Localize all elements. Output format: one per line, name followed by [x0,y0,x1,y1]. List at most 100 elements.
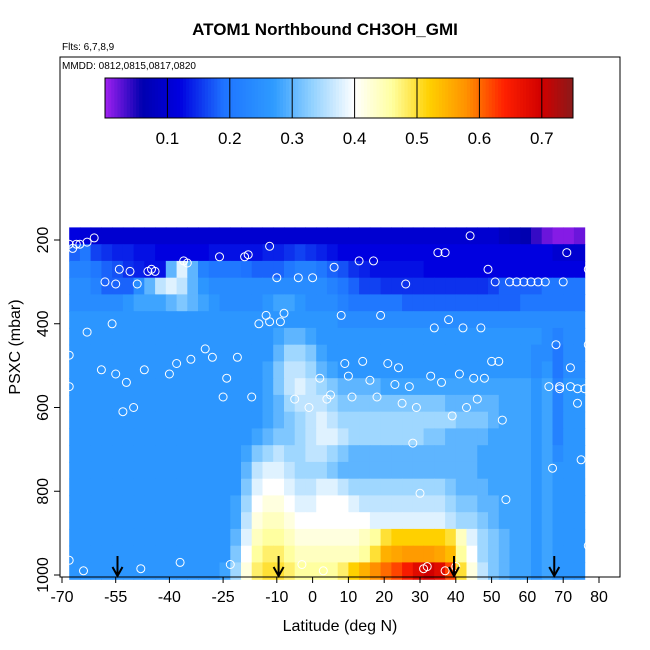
heatmap-cell [134,512,145,529]
heatmap-cell [520,311,531,328]
heatmap-cell [542,294,553,311]
heatmap-cell [305,311,316,328]
heatmap-cell [381,378,392,395]
heatmap-cell [327,361,338,378]
heatmap-cell [574,345,585,362]
heatmap-cell [187,311,198,328]
heatmap-cell [284,244,295,261]
heatmap-cell [284,445,295,462]
heatmap-cell [381,311,392,328]
heatmap-cell [520,512,531,529]
heatmap-cell [177,395,188,412]
heatmap-cell [252,278,263,295]
colorbar-segment [373,78,377,118]
heatmap-cell [295,261,306,278]
heatmap-cell [563,345,574,362]
colorbar-segment [442,78,446,118]
heatmap-cell [198,395,209,412]
heatmap-cell [305,428,316,445]
heatmap-cell [69,311,80,328]
heatmap-cell [101,361,112,378]
heatmap-cell [413,294,424,311]
colorbar-segment [473,78,477,118]
heatmap-cell [542,311,553,328]
heatmap-cell [316,529,327,546]
heatmap-cell [284,345,295,362]
colorbar-segment [451,78,455,118]
colorbar-segment [448,78,452,118]
heatmap-cell [499,395,510,412]
heatmap-cell [198,227,209,244]
heatmap-cell [241,445,252,462]
heatmap-cell [542,244,553,261]
heatmap-cell [338,244,349,261]
colorbar-segment [358,78,362,118]
heatmap-cell [467,529,478,546]
heatmap-cell [273,445,284,462]
colorbar-segment [136,78,140,118]
heatmap-cell [327,378,338,395]
heatmap-cell [80,378,91,395]
heatmap-cell [123,479,134,496]
heatmap-cell [284,546,295,563]
heatmap-cell [284,311,295,328]
heatmap-cell [370,529,381,546]
heatmap-cell [91,395,102,412]
heatmap-cell [553,512,564,529]
colorbar-segment [383,78,387,118]
heatmap-cell [187,479,198,496]
heatmap-cell [359,227,370,244]
heatmap-cell [467,278,478,295]
colorbar-segment [511,78,515,118]
heatmap-cell [359,495,370,512]
y-tick-label: 200 [35,227,52,254]
heatmap-cell [80,244,91,261]
colorbar-segment [270,78,274,118]
heatmap-cell [359,462,370,479]
colorbar-segment [458,78,462,118]
heatmap-cell [338,479,349,496]
heatmap-cell [316,244,327,261]
heatmap-cell [445,294,456,311]
heatmap-cell [101,378,112,395]
heatmap-cell [391,462,402,479]
heatmap-cell [295,529,306,546]
heatmap-cell [434,378,445,395]
heatmap-cell [252,479,263,496]
heatmap-cell [574,227,585,244]
heatmap-cell [413,445,424,462]
colorbar-segment [174,78,178,118]
heatmap-cell [381,227,392,244]
heatmap-cell [241,529,252,546]
heatmap-cell [123,227,134,244]
heatmap-cell [424,345,435,362]
heatmap-cell [348,479,359,496]
heatmap-cell [488,261,499,278]
heatmap-cell [101,328,112,345]
heatmap-cell [520,278,531,295]
colorbar-tick-label: 0.7 [530,129,554,148]
heatmap-cell [348,361,359,378]
heatmap-cell [187,378,198,395]
heatmap-cell [284,361,295,378]
heatmap-cell [198,495,209,512]
x-tick-label: -70 [50,589,73,606]
heatmap-cell [542,495,553,512]
heatmap-cell [80,512,91,529]
heatmap-cell [413,227,424,244]
heatmap-cell [155,244,166,261]
heatmap-cell [445,462,456,479]
heatmap-cell [402,428,413,445]
heatmap-cell [327,495,338,512]
heatmap-cell [574,361,585,378]
heatmap-cell [477,278,488,295]
heatmap-cell [563,512,574,529]
heatmap-cell [273,495,284,512]
colorbar-segment [239,78,243,118]
heatmap-cell [424,512,435,529]
heatmap-cell [187,512,198,529]
colorbar-segment [501,78,505,118]
x-tick-label: 80 [590,589,608,606]
heatmap-cell [123,361,134,378]
heatmap-cell [123,261,134,278]
